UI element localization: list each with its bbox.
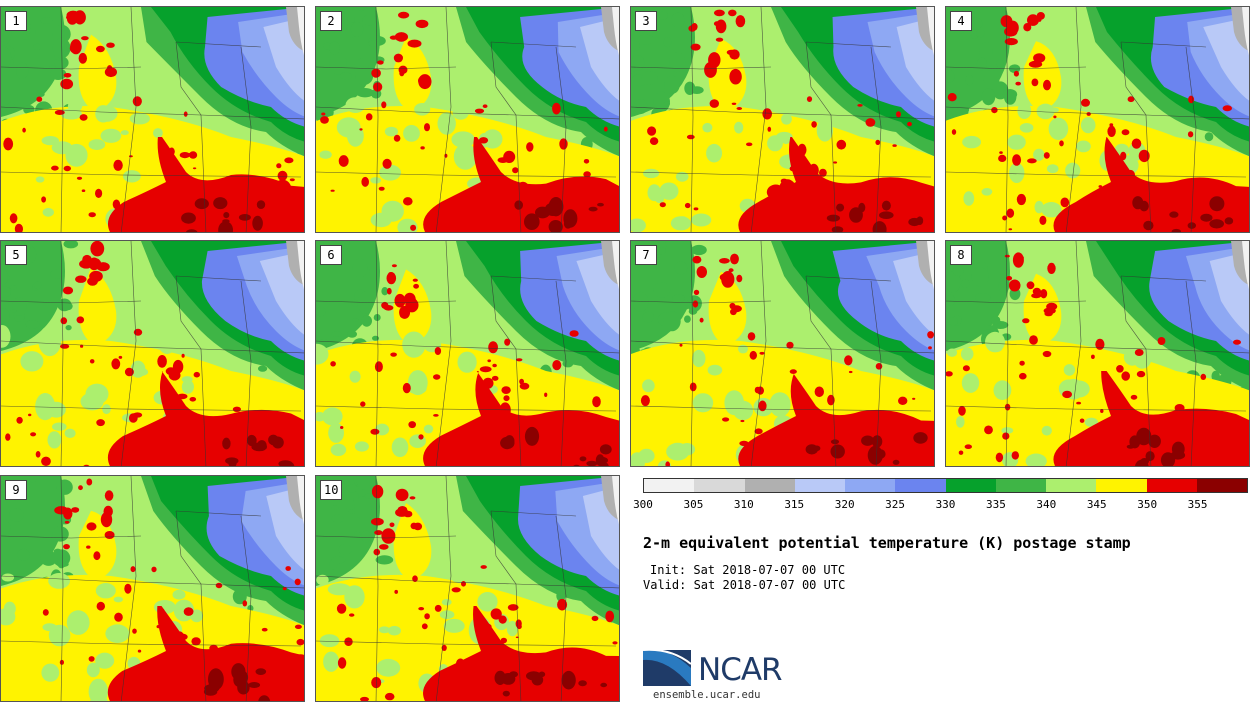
colorbar-segment xyxy=(644,479,695,492)
member-map-field xyxy=(1,7,304,232)
colorbar-tick-label: 310 xyxy=(733,498,754,511)
member-map-field xyxy=(946,241,1249,466)
member-map-field xyxy=(1,476,304,701)
ensemble-member-map: 10 xyxy=(315,475,620,702)
member-map-field xyxy=(631,241,934,466)
colorbar-segment xyxy=(1146,479,1197,492)
colorbar-tick-label: 315 xyxy=(784,498,805,511)
member-number-label: 10 xyxy=(320,480,343,500)
member-number-label: 4 xyxy=(950,11,972,31)
colorbar-tick-label: 305 xyxy=(683,498,704,511)
ncar-url: ensemble.ucar.edu xyxy=(653,689,761,701)
ensemble-member-map: 3 xyxy=(630,6,935,233)
member-map-field xyxy=(631,7,934,232)
ensemble-member-map: 4 xyxy=(945,6,1250,233)
figure-title: 2-m equivalent potential temperature (K)… xyxy=(643,534,1131,552)
member-map-field xyxy=(316,241,619,466)
ensemble-member-map: 8 xyxy=(945,240,1250,467)
colorbar-tick-label: 300 xyxy=(633,498,653,511)
member-map-field xyxy=(316,7,619,232)
ensemble-member-map: 9 xyxy=(0,475,305,702)
colorbar-segment xyxy=(995,479,1046,492)
member-number-label: 5 xyxy=(5,245,27,265)
colorbar-tick-label: 320 xyxy=(834,498,855,511)
member-number-label: 3 xyxy=(635,11,657,31)
colorbar-segment xyxy=(895,479,946,492)
ensemble-member-map: 7 xyxy=(630,240,935,467)
colorbar-tick-label: 335 xyxy=(985,498,1006,511)
colorbar-segment xyxy=(1046,479,1097,492)
colorbar-tick-label: 355 xyxy=(1187,498,1208,511)
member-map-field xyxy=(1,241,304,466)
ensemble-member-map: 2 xyxy=(315,6,620,233)
ncar-logo-text: NCAR xyxy=(698,652,783,688)
member-number-label: 1 xyxy=(5,11,27,31)
colorbar xyxy=(643,478,1248,493)
ensemble-member-map: 5 xyxy=(0,240,305,467)
member-number-label: 9 xyxy=(5,480,27,500)
member-map-field xyxy=(316,476,619,701)
colorbar-tick-label: 340 xyxy=(1036,498,1057,511)
colorbar-tick-label: 330 xyxy=(935,498,956,511)
colorbar-ticks: 300 305 310 315 320 325 330 335 340 345 350 355 xyxy=(633,498,1248,512)
colorbar-tick-label: 325 xyxy=(885,498,906,511)
ensemble-member-map: 1 xyxy=(0,6,305,233)
valid-time: Valid: Sat 2018-07-07 00 UTC xyxy=(643,578,846,592)
ncar-logo-icon xyxy=(643,648,692,686)
colorbar-segment xyxy=(845,479,896,492)
member-number-label: 7 xyxy=(635,245,657,265)
colorbar-tick-label: 350 xyxy=(1137,498,1158,511)
member-number-label: 8 xyxy=(950,245,972,265)
member-number-label: 2 xyxy=(320,11,342,31)
member-number-label: 6 xyxy=(320,245,342,265)
colorbar-segment xyxy=(1096,479,1147,492)
colorbar-segment xyxy=(1196,479,1247,492)
colorbar-segment xyxy=(945,479,996,492)
init-time: Init: Sat 2018-07-07 00 UTC xyxy=(650,563,846,577)
colorbar-segment xyxy=(794,479,845,492)
colorbar-segment xyxy=(744,479,795,492)
ensemble-member-map: 6 xyxy=(315,240,620,467)
colorbar-segment xyxy=(694,479,745,492)
member-map-field xyxy=(946,7,1249,232)
colorbar-tick-label: 345 xyxy=(1086,498,1107,511)
